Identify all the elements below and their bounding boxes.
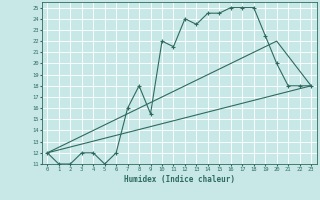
X-axis label: Humidex (Indice chaleur): Humidex (Indice chaleur) — [124, 175, 235, 184]
